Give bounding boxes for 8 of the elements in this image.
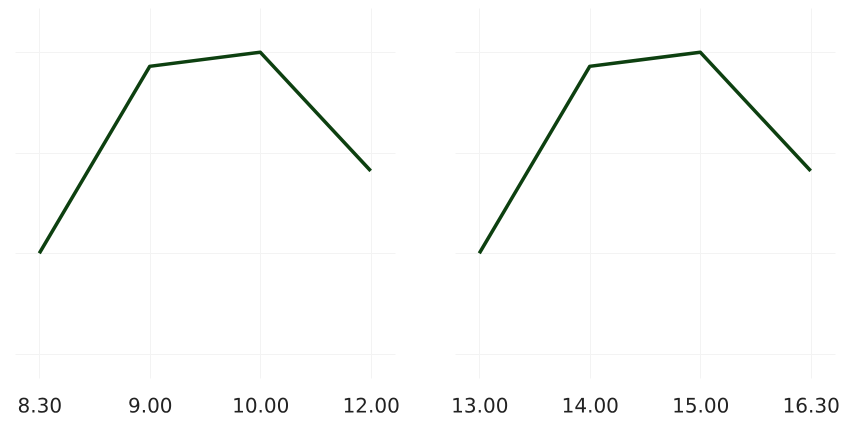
x-tick-label: 9.00 (128, 394, 173, 418)
x-tick-label: 13.00 (451, 394, 508, 418)
x-tick-label: 16.30 (782, 394, 840, 418)
x-tick-label: 15.00 (672, 394, 730, 418)
x-tick-label: 14.00 (562, 394, 619, 418)
x-tick-label: 12.00 (342, 394, 400, 418)
x-tick-label: 8.30 (18, 394, 62, 418)
x-tick-label: 10.00 (232, 394, 290, 418)
